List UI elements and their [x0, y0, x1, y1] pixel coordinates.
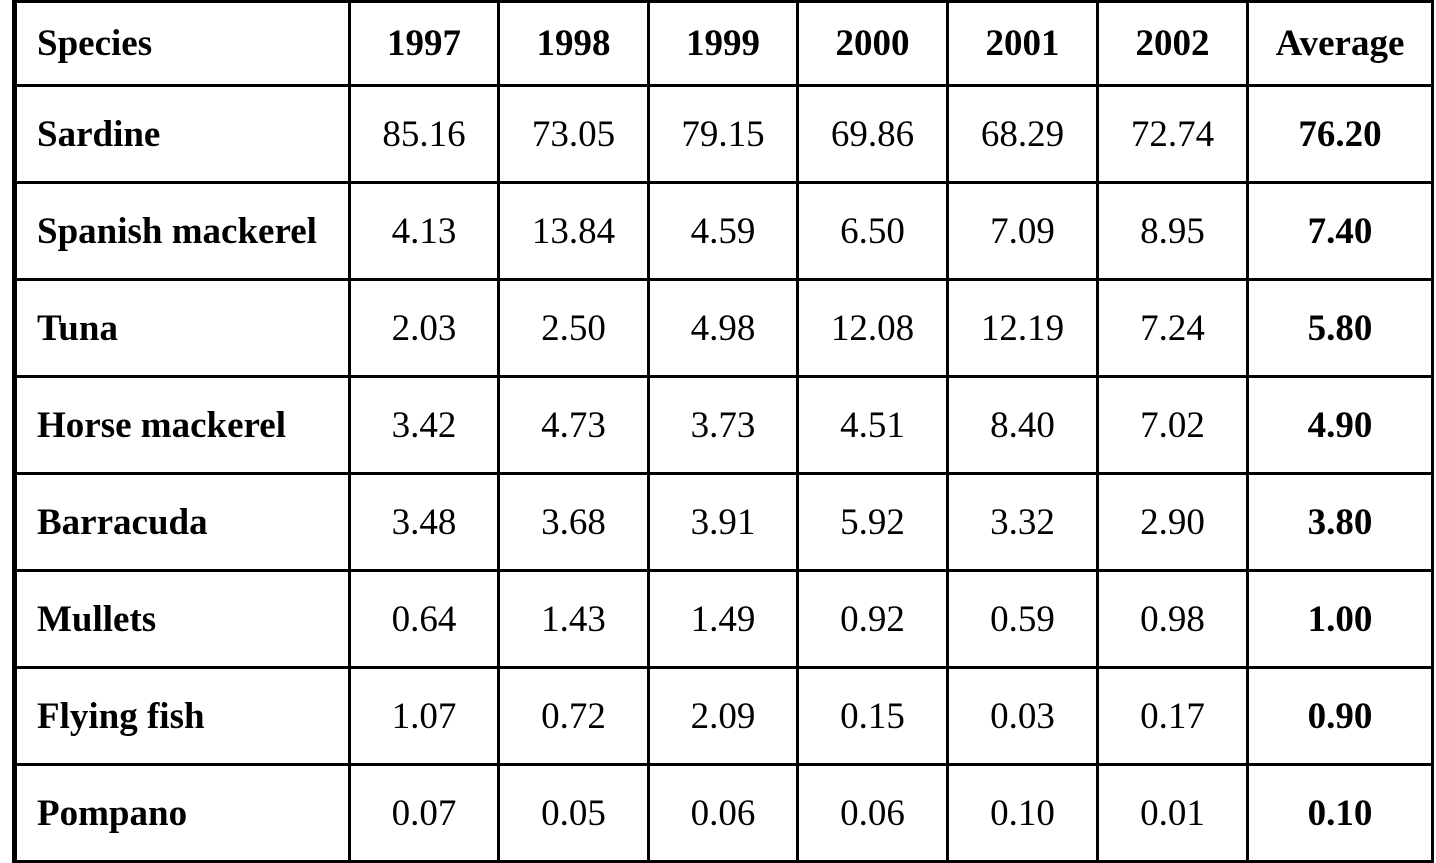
value-cell: 0.06: [796, 763, 949, 863]
column-header: 1999: [647, 0, 799, 87]
value-cell: 4.98: [647, 278, 799, 378]
value-cell: 7.02: [1096, 375, 1249, 475]
value-cell: 72.74: [1096, 84, 1249, 184]
value-cell: 2.50: [497, 278, 650, 378]
value-cell: 13.84: [497, 181, 650, 281]
value-cell: 8.40: [946, 375, 1099, 475]
value-cell: 0.17: [1096, 666, 1249, 766]
value-cell: 69.86: [796, 84, 949, 184]
average-cell: 0.90: [1246, 666, 1434, 766]
value-cell: 0.10: [946, 763, 1099, 863]
species-cell: Sardine: [13, 84, 351, 184]
value-cell: 8.95: [1096, 181, 1249, 281]
value-cell: 1.49: [647, 569, 799, 669]
value-cell: 0.05: [497, 763, 650, 863]
value-cell: 12.19: [946, 278, 1099, 378]
value-cell: 12.08: [796, 278, 949, 378]
value-cell: 2.90: [1096, 472, 1249, 572]
table-row: Sardine 85.16 73.05 79.15 69.86 68.29 72.74 76.…: [13, 84, 1434, 184]
column-header: 2000: [796, 0, 949, 87]
column-header: 2002: [1096, 0, 1249, 87]
average-cell: 3.80: [1246, 472, 1434, 572]
value-cell: 2.09: [647, 666, 799, 766]
species-cell: Barracuda: [13, 472, 351, 572]
value-cell: 1.43: [497, 569, 650, 669]
value-cell: 0.92: [796, 569, 949, 669]
value-cell: 3.32: [946, 472, 1099, 572]
value-cell: 3.91: [647, 472, 799, 572]
value-cell: 0.15: [796, 666, 949, 766]
table-row: Spanish mackerel 4.13 13.84 4.59 6.50 7.09 8.9…: [13, 181, 1434, 281]
value-cell: 68.29: [946, 84, 1099, 184]
column-header: Average: [1246, 0, 1434, 87]
average-cell: 5.80: [1246, 278, 1434, 378]
table-header: Species 1997 1998 1999 2000 2001 2002 Average: [13, 0, 1434, 87]
column-header: 2001: [946, 0, 1099, 87]
value-cell: 7.09: [946, 181, 1099, 281]
table-row: Barracuda 3.48 3.68 3.91 5.92 3.32 2.90 3.80: [13, 472, 1434, 572]
average-cell: 4.90: [1246, 375, 1434, 475]
table-row: Mullets 0.64 1.43 1.49 0.92 0.59 0.98 1.00: [13, 569, 1434, 669]
average-cell: 76.20: [1246, 84, 1434, 184]
value-cell: 4.59: [647, 181, 799, 281]
column-header: Species: [13, 0, 351, 87]
value-cell: 3.73: [647, 375, 799, 475]
column-header: 1997: [348, 0, 500, 87]
value-cell: 79.15: [647, 84, 799, 184]
value-cell: 3.68: [497, 472, 650, 572]
value-cell: 2.03: [348, 278, 500, 378]
average-cell: 7.40: [1246, 181, 1434, 281]
value-cell: 0.07: [348, 763, 500, 863]
table-body: Sardine 85.16 73.05 79.15 69.86 68.29 72.74 76.…: [13, 84, 1434, 863]
table-row: Flying fish 1.07 0.72 2.09 0.15 0.03 0.17 0.90: [13, 666, 1434, 766]
value-cell: 3.48: [348, 472, 500, 572]
value-cell: 0.06: [647, 763, 799, 863]
value-cell: 4.13: [348, 181, 500, 281]
value-cell: 0.64: [348, 569, 500, 669]
species-cell: Horse mackerel: [13, 375, 351, 475]
species-cell: Flying fish: [13, 666, 351, 766]
average-cell: 0.10: [1246, 763, 1434, 863]
value-cell: 85.16: [348, 84, 500, 184]
table-row: Horse mackerel 3.42 4.73 3.73 4.51 8.40 7.02 4.…: [13, 375, 1434, 475]
value-cell: 0.59: [946, 569, 1099, 669]
value-cell: 5.92: [796, 472, 949, 572]
value-cell: 6.50: [796, 181, 949, 281]
species-cell: Tuna: [13, 278, 351, 378]
value-cell: 0.72: [497, 666, 650, 766]
value-cell: 4.51: [796, 375, 949, 475]
value-cell: 1.07: [348, 666, 500, 766]
value-cell: 0.03: [946, 666, 1099, 766]
data-table: Species 1997 1998 1999 2000 2001 2002 Average S…: [12, 0, 1434, 863]
species-cell: Spanish mackerel: [13, 181, 351, 281]
average-cell: 1.00: [1246, 569, 1434, 669]
table-row: Tuna 2.03 2.50 4.98 12.08 12.19 7.24 5.80: [13, 278, 1434, 378]
table-row: Pompano 0.07 0.05 0.06 0.06 0.10 0.01 0.10: [13, 763, 1434, 863]
species-cell: Mullets: [13, 569, 351, 669]
value-cell: 4.73: [497, 375, 650, 475]
column-header: 1998: [497, 0, 650, 87]
value-cell: 3.42: [348, 375, 500, 475]
species-cell: Pompano: [13, 763, 351, 863]
value-cell: 7.24: [1096, 278, 1249, 378]
header-row: Species 1997 1998 1999 2000 2001 2002 Average: [13, 0, 1434, 87]
value-cell: 0.98: [1096, 569, 1249, 669]
value-cell: 73.05: [497, 84, 650, 184]
value-cell: 0.01: [1096, 763, 1249, 863]
